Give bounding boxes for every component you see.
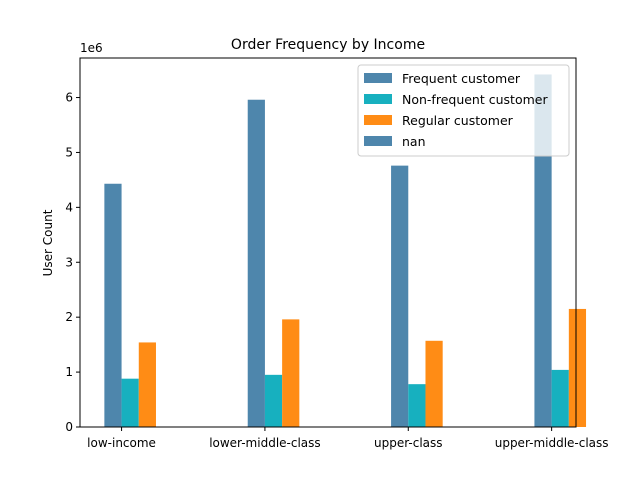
legend-swatch [364,94,392,104]
bar-upper-middle-class-frequent-customer [534,74,552,428]
x-tick-label: low-income [87,436,156,450]
bar-lower-middle-class-regular-customer [282,319,300,427]
y-tick-label: 3 [65,255,73,269]
bar-upper-class-non-frequent-customer [408,384,426,427]
bar-low-income-non-frequent-customer [121,378,139,427]
legend: Frequent customer Non-frequent customer Re… [357,64,570,157]
legend-swatch [364,73,392,83]
bar-upper-class-frequent-customer [391,165,409,427]
y-tick-label: 4 [65,200,73,214]
legend-swatch [364,136,392,146]
bars-layer [104,74,587,428]
x-tick-label: lower-middle-class [209,436,320,450]
bar-upper-middle-class-non-frequent-customer [551,369,569,427]
bar-lower-middle-class-non-frequent-customer [264,374,283,427]
y-ticks: 0 1 2 3 4 5 6 [65,91,80,434]
y-tick-label: 0 [65,420,73,434]
bar-low-income-frequent-customer [104,183,122,427]
legend-label: nan [402,134,426,149]
x-tick-label: upper-class [374,436,443,450]
bar-upper-middle-class-regular-customer [568,308,587,427]
legend-box [357,64,570,157]
y-tick-label: 5 [65,145,73,159]
y-axis-label: User Count [41,209,55,276]
y-tick-label: 2 [65,310,73,324]
x-tick-label: upper-middle-class [495,436,609,450]
y-offset-label: 1e6 [80,41,103,55]
legend-label: Frequent customer [402,71,521,86]
x-ticks: low-income lower-middle-class upper-class u… [87,427,609,450]
bar-upper-class-regular-customer [425,340,443,427]
chart-title: Order Frequency by Income [231,37,425,53]
bar-lower-middle-class-frequent-customer [247,99,265,427]
y-tick-label: 6 [65,91,73,105]
plot-frame [79,57,577,428]
legend-swatch [364,115,392,125]
y-tick-label: 1 [65,365,73,379]
legend-label: Non-frequent customer [402,92,548,107]
bar-low-income-regular-customer [138,342,156,427]
legend-label: Regular customer [402,113,514,128]
